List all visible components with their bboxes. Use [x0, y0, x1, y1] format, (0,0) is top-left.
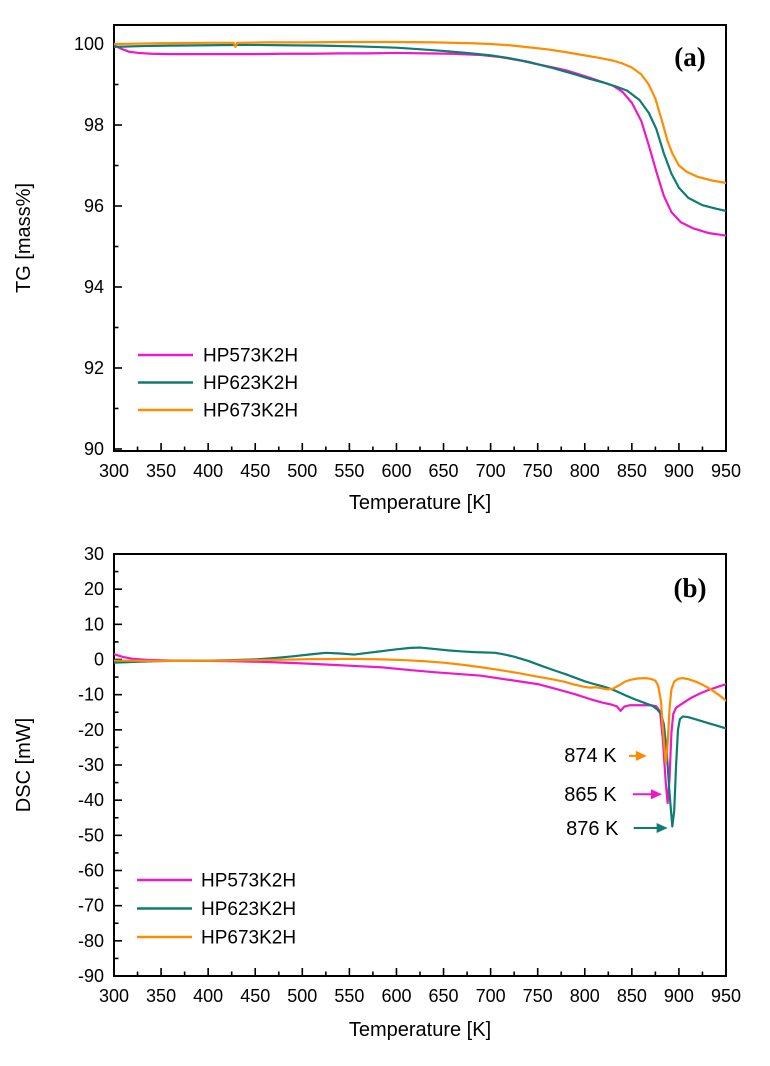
y-tick-label: 98: [84, 115, 104, 135]
x-tick-label: 600: [381, 461, 411, 481]
x-tick-label: 400: [193, 461, 223, 481]
panel-label: (b): [674, 573, 707, 603]
y-axis-title: TG [mass%]: [13, 183, 35, 293]
x-tick-label: 350: [146, 461, 176, 481]
y-tick-label: 10: [84, 614, 104, 634]
curves-group: [114, 646, 726, 828]
peak-annotation-text: 876 K: [566, 818, 619, 840]
x-tick-label: 750: [523, 986, 553, 1006]
x-tick-label: 850: [617, 461, 647, 481]
y-tick-label: 94: [84, 277, 104, 297]
x-tick-label: 950: [711, 461, 741, 481]
x-tick-label: 700: [476, 461, 506, 481]
y-tick-label: 90: [84, 439, 104, 459]
x-tick-label: 550: [334, 986, 364, 1006]
dsc-chart-panel-b: 300 350 400 450 500 550 600 650 700 750 800 850 900 9…: [13, 544, 741, 1041]
x-tick-label: 500: [287, 461, 317, 481]
legend-label-HP623K2H: HP623K2H: [201, 899, 296, 920]
y-tick-label: 0: [94, 650, 104, 670]
arrow-head: [635, 750, 647, 761]
series-curve-HP573K2H: [114, 44, 726, 237]
series-curve-HP673K2H: [114, 40, 726, 185]
y-tick-label: -40: [78, 790, 104, 810]
x-tick-label: 400: [193, 986, 223, 1006]
y-tick-label: -70: [78, 896, 104, 916]
y-tick-label: 100: [74, 34, 104, 54]
peak-annotation-text: 874 K: [564, 745, 617, 767]
y-tick-label: 20: [84, 579, 104, 599]
y-axis-title: DSC [mW]: [13, 718, 35, 812]
series-curve-HP623K2H: [114, 646, 726, 828]
x-tick-label: 950: [711, 986, 741, 1006]
legend-label-HP573K2H: HP573K2H: [203, 346, 298, 367]
y-tick-label: 92: [84, 358, 104, 378]
y-tick-label: -20: [78, 720, 104, 740]
y-tick-label: -30: [78, 755, 104, 775]
x-tick-label: 800: [570, 986, 600, 1006]
x-tick-label: 300: [99, 986, 129, 1006]
y-tick-label: 96: [84, 196, 104, 216]
x-tick-label: 650: [429, 986, 459, 1006]
arrow-head: [656, 822, 668, 833]
x-tick-label: 700: [476, 986, 506, 1006]
x-tick-label: 350: [146, 986, 176, 1006]
y-tick-label: -10: [78, 685, 104, 705]
x-axis-title: Temperature [K]: [349, 1019, 491, 1041]
x-tick-label: 450: [240, 986, 270, 1006]
x-tick-label: 550: [334, 461, 364, 481]
legend-label-HP673K2H: HP673K2H: [203, 401, 298, 422]
x-tick-label: 450: [240, 461, 270, 481]
series-curve-HP623K2H: [114, 43, 726, 212]
legend-label-HP623K2H: HP623K2H: [203, 373, 298, 394]
curves-group: [114, 40, 726, 237]
y-tick-label: -80: [78, 931, 104, 951]
peak-annotation-text: 865 K: [564, 784, 617, 806]
legend-label-HP673K2H: HP673K2H: [201, 928, 296, 949]
series-curve-HP573K2H: [114, 653, 726, 805]
x-tick-label: 850: [617, 986, 647, 1006]
series-curve-HP673K2H: [114, 657, 726, 765]
x-tick-label: 750: [523, 461, 553, 481]
x-tick-label: 900: [664, 461, 694, 481]
x-tick-label: 500: [287, 986, 317, 1006]
legend-label-HP573K2H: HP573K2H: [201, 871, 296, 892]
y-tick-label: 30: [84, 544, 104, 564]
panel-label: (a): [674, 42, 705, 72]
y-tick-label: -90: [78, 966, 104, 986]
x-axis-title: Temperature [K]: [349, 492, 491, 514]
x-tick-label: 650: [429, 461, 459, 481]
x-tick-label: 900: [664, 986, 694, 1006]
x-tick-label: 800: [570, 461, 600, 481]
y-tick-label: -60: [78, 861, 104, 881]
y-tick-label: -50: [78, 825, 104, 845]
x-tick-label: 600: [381, 986, 411, 1006]
arrow-head: [650, 789, 662, 800]
tg-chart-panel-a: 300 350 400 450 500 550 600 650 700 750 800 850 900 9…: [13, 24, 741, 514]
x-tick-label: 300: [99, 461, 129, 481]
